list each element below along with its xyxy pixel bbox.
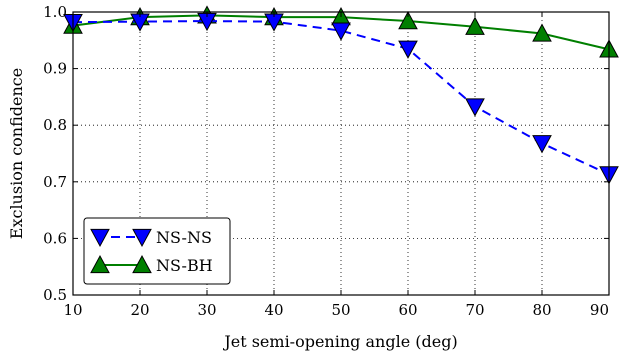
legend-items: NS-NS NS-BH bbox=[90, 228, 213, 275]
legend-item-ns-ns: NS-NS bbox=[90, 228, 212, 248]
data-point-marker bbox=[398, 11, 418, 30]
data-point-marker bbox=[331, 22, 351, 41]
tick-labels: 10 20 30 40 50 60 70 80 90 0.5 0.6 0.7 0.8 0.9 1.0 bbox=[43, 3, 609, 319]
data-point-marker bbox=[532, 135, 552, 154]
y-tick-label: 0.7 bbox=[43, 173, 67, 191]
data-point-marker bbox=[532, 23, 552, 42]
x-axis-label: Jet semi-opening angle (deg) bbox=[222, 332, 457, 351]
data-point-marker bbox=[398, 40, 418, 59]
x-tick-label: 90 bbox=[590, 301, 609, 319]
ticks bbox=[72, 11, 610, 296]
legend-item-ns-bh: NS-BH bbox=[90, 254, 213, 275]
x-tick-label: 60 bbox=[398, 301, 417, 319]
y-tick-label: 0.8 bbox=[43, 116, 67, 134]
series-ns-ns bbox=[63, 12, 619, 185]
x-tick-label: 50 bbox=[331, 301, 350, 319]
data-point-marker bbox=[465, 98, 485, 117]
x-tick-label: 70 bbox=[465, 301, 484, 319]
x-tick-label: 80 bbox=[532, 301, 551, 319]
legend-marker bbox=[90, 228, 110, 248]
legend-marker bbox=[132, 228, 152, 248]
y-tick-label: 0.5 bbox=[43, 286, 67, 304]
legend: NS-NS NS-BH bbox=[83, 217, 231, 285]
y-tick-label: 1.0 bbox=[43, 3, 67, 21]
legend-label: NS-BH bbox=[156, 256, 213, 275]
x-tick-label: 30 bbox=[197, 301, 216, 319]
data-point-marker bbox=[465, 16, 485, 35]
x-tick-label: 20 bbox=[130, 301, 149, 319]
legend-label: NS-NS bbox=[156, 228, 212, 247]
legend-box bbox=[83, 217, 231, 285]
legend-marker bbox=[132, 254, 152, 274]
y-tick-label: 0.9 bbox=[43, 60, 67, 78]
x-tick-label: 40 bbox=[264, 301, 283, 319]
y-axis-label: Exclusion confidence bbox=[7, 68, 26, 239]
y-tick-label: 0.6 bbox=[43, 229, 67, 247]
legend-marker bbox=[90, 254, 110, 274]
x-tick-label: 10 bbox=[63, 301, 82, 319]
